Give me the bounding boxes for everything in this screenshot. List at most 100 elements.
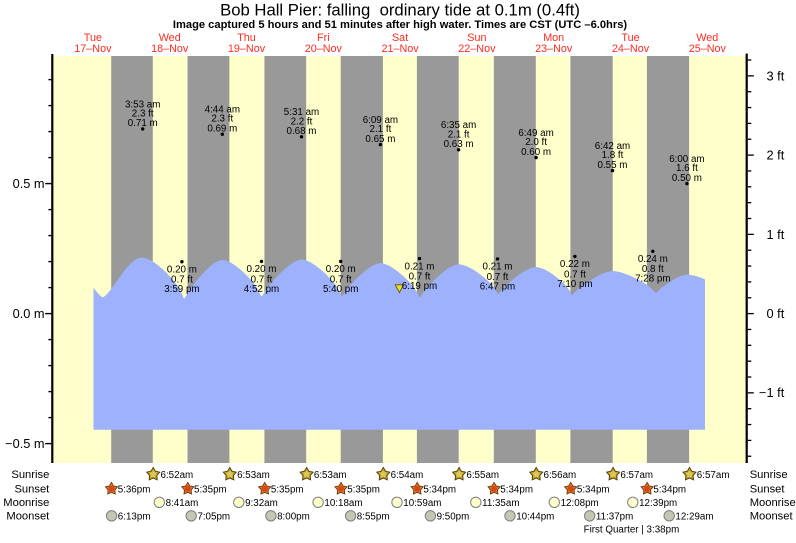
svg-text:6:57am: 6:57am — [620, 470, 653, 481]
svg-text:0.7 ft: 0.7 ft — [564, 269, 586, 280]
svg-text:−1 ft: −1 ft — [759, 385, 785, 400]
svg-text:0.0 m: 0.0 m — [13, 306, 45, 321]
svg-text:0.69 m: 0.69 m — [207, 123, 237, 134]
svg-text:5:36pm: 5:36pm — [118, 485, 151, 496]
svg-text:Tue: Tue — [84, 32, 102, 44]
svg-text:10:44pm: 10:44pm — [516, 512, 554, 523]
svg-text:Bob Hall Pier: falling ordina: Bob Hall Pier: falling ordinary tide at … — [220, 0, 580, 19]
svg-text:Fri: Fri — [317, 32, 330, 44]
svg-text:5:35pm: 5:35pm — [347, 485, 380, 496]
svg-text:0.20 m: 0.20 m — [326, 264, 356, 275]
svg-text:Sunset: Sunset — [14, 484, 50, 496]
svg-text:5:35pm: 5:35pm — [194, 485, 227, 496]
svg-text:0.7 ft: 0.7 ft — [171, 275, 193, 286]
svg-text:2.2 ft: 2.2 ft — [291, 116, 313, 127]
svg-text:0.50 m: 0.50 m — [672, 173, 702, 184]
svg-text:6:53am: 6:53am — [314, 470, 347, 481]
svg-text:3:59 pm: 3:59 pm — [164, 284, 199, 295]
svg-text:First Quarter | 3:38pm: First Quarter | 3:38pm — [584, 525, 680, 536]
svg-text:0.21 m: 0.21 m — [405, 261, 435, 272]
svg-text:2 ft: 2 ft — [767, 148, 785, 163]
svg-text:4:44 am: 4:44 am — [205, 105, 240, 116]
svg-text:0.24 m: 0.24 m — [638, 254, 668, 265]
svg-text:Wed: Wed — [696, 32, 718, 44]
svg-text:21–Nov: 21–Nov — [381, 43, 419, 55]
svg-text:8:55pm: 8:55pm — [357, 512, 390, 523]
svg-text:20–Nov: 20–Nov — [305, 43, 343, 55]
svg-text:Moonrise: Moonrise — [750, 497, 796, 509]
svg-text:5:34pm: 5:34pm — [577, 485, 610, 496]
svg-text:12:29am: 12:29am — [675, 512, 713, 523]
svg-text:4:52 pm: 4:52 pm — [244, 284, 279, 295]
svg-text:Sunrise: Sunrise — [750, 469, 788, 481]
svg-text:Thu: Thu — [237, 32, 256, 44]
svg-text:23–Nov: 23–Nov — [535, 43, 573, 55]
svg-text:9:50pm: 9:50pm — [437, 512, 470, 523]
svg-text:7:10 pm: 7:10 pm — [557, 279, 592, 290]
svg-text:2.0 ft: 2.0 ft — [525, 137, 547, 148]
svg-text:Tue: Tue — [621, 32, 639, 44]
svg-text:9:32am: 9:32am — [245, 498, 278, 509]
svg-text:0.7 ft: 0.7 ft — [487, 272, 509, 283]
svg-text:25–Nov: 25–Nov — [689, 43, 727, 55]
svg-text:0.20 m: 0.20 m — [247, 264, 277, 275]
svg-text:6:35 am: 6:35 am — [441, 120, 476, 131]
svg-text:1.8 ft: 1.8 ft — [602, 150, 624, 161]
svg-text:18–Nov: 18–Nov — [151, 43, 189, 55]
svg-text:5:40 pm: 5:40 pm — [323, 284, 358, 295]
svg-text:2.1 ft: 2.1 ft — [370, 124, 392, 135]
svg-text:12:39pm: 12:39pm — [639, 498, 677, 509]
svg-text:19–Nov: 19–Nov — [228, 43, 266, 55]
svg-text:1 ft: 1 ft — [767, 227, 785, 242]
svg-text:24–Nov: 24–Nov — [612, 43, 650, 55]
svg-text:2.1 ft: 2.1 ft — [448, 129, 470, 140]
svg-text:0.65 m: 0.65 m — [365, 134, 395, 145]
svg-text:Sunrise: Sunrise — [11, 469, 49, 481]
svg-text:Wed: Wed — [159, 32, 181, 44]
svg-text:6:00 am: 6:00 am — [669, 154, 704, 165]
svg-text:0.55 m: 0.55 m — [598, 160, 628, 171]
svg-text:6:56am: 6:56am — [544, 470, 577, 481]
svg-text:6:13pm: 6:13pm — [118, 512, 151, 523]
svg-text:5:31 am: 5:31 am — [284, 107, 319, 118]
svg-text:10:59am: 10:59am — [403, 498, 441, 509]
svg-text:12:08pm: 12:08pm — [561, 498, 599, 509]
svg-text:8:41am: 8:41am — [166, 498, 199, 509]
svg-text:6:49 am: 6:49 am — [518, 128, 553, 139]
svg-text:0.5 m: 0.5 m — [13, 176, 45, 191]
svg-text:Moonset: Moonset — [750, 511, 794, 523]
svg-text:0.7 ft: 0.7 ft — [330, 274, 352, 285]
svg-text:17–Nov: 17–Nov — [74, 43, 112, 55]
svg-text:Sat: Sat — [392, 32, 408, 44]
svg-text:10:18am: 10:18am — [324, 498, 362, 509]
svg-text:0.22 m: 0.22 m — [560, 259, 590, 270]
svg-text:6:55am: 6:55am — [466, 470, 499, 481]
svg-text:11:35am: 11:35am — [482, 498, 519, 509]
svg-text:−0.5 m: −0.5 m — [5, 436, 44, 451]
svg-text:6:54am: 6:54am — [391, 470, 424, 481]
svg-text:6:42 am: 6:42 am — [595, 141, 630, 152]
svg-text:0.21 m: 0.21 m — [483, 262, 513, 273]
svg-text:7:28 pm: 7:28 pm — [635, 274, 670, 285]
svg-text:6:52am: 6:52am — [161, 470, 194, 481]
svg-text:8:00pm: 8:00pm — [277, 512, 310, 523]
svg-text:Sun: Sun — [467, 32, 486, 44]
svg-text:0.8 ft: 0.8 ft — [642, 264, 664, 275]
svg-text:Moonset: Moonset — [6, 511, 50, 523]
svg-text:Mon: Mon — [543, 32, 564, 44]
svg-text:11:37pm: 11:37pm — [596, 512, 633, 523]
svg-text:0.68 m: 0.68 m — [287, 126, 317, 137]
svg-text:3:53 am: 3:53 am — [125, 99, 160, 110]
svg-text:0.7 ft: 0.7 ft — [409, 272, 431, 283]
svg-text:3 ft: 3 ft — [767, 68, 785, 83]
svg-text:0.63 m: 0.63 m — [444, 139, 474, 150]
svg-text:5:34pm: 5:34pm — [500, 485, 533, 496]
svg-text:1.6 ft: 1.6 ft — [676, 163, 698, 174]
svg-text:6:47 pm: 6:47 pm — [480, 281, 515, 292]
svg-text:6:09 am: 6:09 am — [363, 115, 398, 126]
svg-text:0.60 m: 0.60 m — [521, 147, 551, 158]
svg-text:0 ft: 0 ft — [767, 306, 785, 321]
svg-text:6:57am: 6:57am — [697, 470, 730, 481]
svg-text:0.7 ft: 0.7 ft — [251, 274, 273, 285]
svg-text:22–Nov: 22–Nov — [458, 43, 496, 55]
